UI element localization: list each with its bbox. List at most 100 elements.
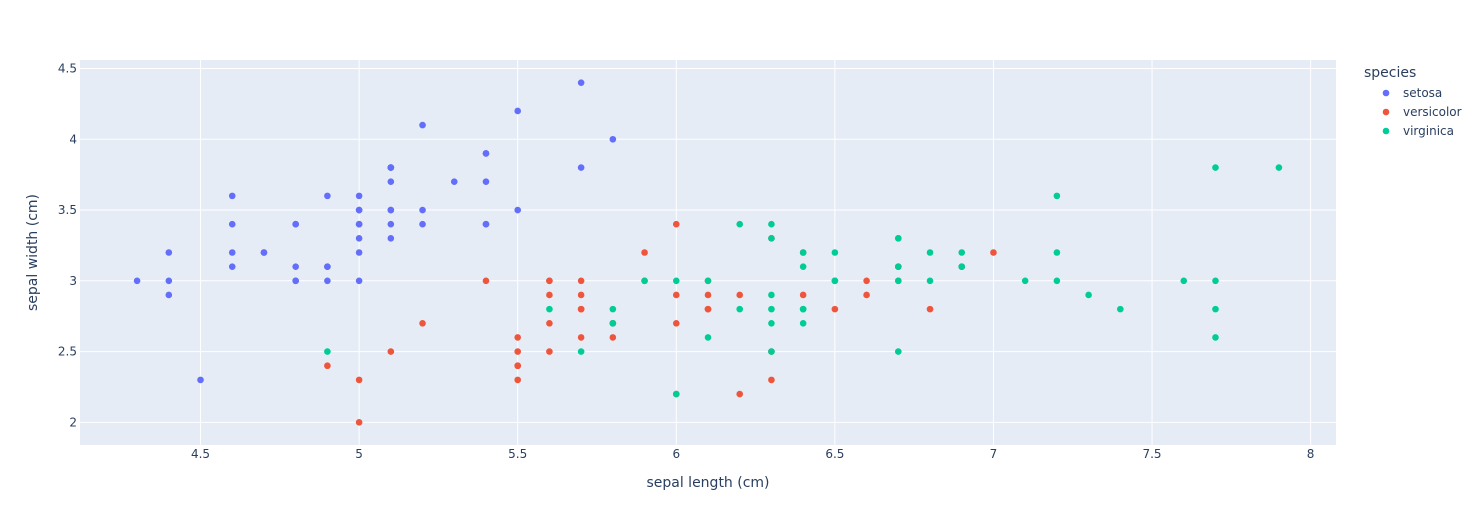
data-point-setosa bbox=[260, 249, 268, 256]
data-point-virginica bbox=[926, 277, 934, 285]
data-point-setosa bbox=[482, 220, 490, 228]
data-point-virginica bbox=[324, 348, 331, 355]
data-point-versicolor bbox=[704, 291, 712, 299]
data-point-versicolor bbox=[514, 348, 521, 355]
data-point-virginica bbox=[1053, 249, 1061, 256]
x-tick-label: 5 bbox=[355, 447, 363, 461]
data-point-setosa bbox=[609, 135, 617, 143]
x-tick-label: 6.5 bbox=[825, 447, 844, 461]
data-point-virginica bbox=[1212, 277, 1219, 285]
x-tick-label: 8 bbox=[1307, 447, 1315, 461]
data-point-setosa bbox=[577, 79, 585, 86]
data-point-versicolor bbox=[672, 319, 680, 327]
data-point-virginica bbox=[1085, 291, 1092, 299]
data-point-virginica bbox=[768, 235, 775, 242]
data-point-versicolor bbox=[577, 334, 585, 341]
legend-marker bbox=[1382, 89, 1390, 97]
data-point-versicolor bbox=[990, 249, 997, 256]
x-tick-label: 5.5 bbox=[508, 447, 527, 461]
data-point-versicolor bbox=[736, 291, 744, 299]
data-point-versicolor bbox=[546, 291, 553, 299]
data-point-virginica bbox=[1021, 277, 1029, 285]
legend-item-versicolor[interactable]: versicolor bbox=[1382, 105, 1462, 119]
data-point-setosa bbox=[387, 206, 395, 214]
data-point-versicolor bbox=[514, 376, 521, 384]
data-point-virginica bbox=[768, 319, 775, 327]
data-point-virginica bbox=[736, 220, 744, 228]
data-point-virginica bbox=[768, 348, 775, 355]
x-tick-label: 7.5 bbox=[1142, 447, 1161, 461]
data-point-virginica bbox=[768, 305, 775, 313]
data-point-virginica bbox=[831, 249, 839, 256]
series-setosa bbox=[133, 79, 617, 384]
data-point-virginica bbox=[546, 305, 553, 313]
data-point-setosa bbox=[387, 220, 395, 228]
data-point-setosa bbox=[419, 121, 426, 129]
data-point-virginica bbox=[1180, 277, 1188, 285]
y-tick-label: 2 bbox=[69, 415, 77, 429]
data-point-setosa bbox=[577, 164, 585, 171]
data-point-virginica bbox=[1275, 164, 1283, 171]
data-point-virginica bbox=[799, 305, 807, 313]
data-point-virginica bbox=[799, 319, 807, 327]
data-point-versicolor bbox=[419, 319, 426, 327]
data-point-versicolor bbox=[577, 277, 585, 285]
data-point-virginica bbox=[895, 235, 902, 242]
data-point-versicolor bbox=[672, 291, 680, 299]
data-point-virginica bbox=[1212, 164, 1219, 171]
legend-label: virginica bbox=[1403, 124, 1454, 138]
data-point-setosa bbox=[324, 263, 331, 270]
data-point-setosa bbox=[292, 277, 299, 285]
data-point-versicolor bbox=[863, 277, 870, 285]
data-point-setosa bbox=[514, 107, 521, 115]
data-point-virginica bbox=[641, 277, 648, 285]
x-tick-labels: 4.5 5 5.5 6 6.5 7 7.5 8 bbox=[191, 447, 1314, 461]
data-point-virginica bbox=[1212, 334, 1219, 341]
data-point-setosa bbox=[387, 235, 395, 242]
data-point-virginica bbox=[831, 277, 839, 285]
data-point-setosa bbox=[355, 249, 363, 256]
data-point-virginica bbox=[736, 305, 744, 313]
data-point-setosa bbox=[292, 220, 299, 228]
data-point-setosa bbox=[355, 277, 363, 285]
x-axis-title: sepal length (cm) bbox=[646, 475, 769, 491]
data-point-versicolor bbox=[672, 220, 680, 228]
data-point-virginica bbox=[1053, 277, 1061, 285]
data-point-setosa bbox=[228, 263, 236, 270]
data-point-setosa bbox=[165, 277, 173, 285]
data-point-virginica bbox=[704, 277, 712, 285]
data-point-virginica bbox=[958, 249, 966, 256]
legend[interactable]: species setosa versicolor virginica bbox=[1364, 65, 1462, 138]
legend-item-setosa[interactable]: setosa bbox=[1382, 86, 1443, 100]
data-point-versicolor bbox=[926, 305, 934, 313]
y-axis-title: sepal width (cm) bbox=[25, 194, 41, 311]
legend-marker bbox=[1382, 108, 1390, 116]
data-point-setosa bbox=[450, 178, 458, 186]
data-point-setosa bbox=[482, 178, 490, 186]
data-point-versicolor bbox=[831, 305, 839, 313]
data-point-setosa bbox=[387, 164, 395, 171]
data-point-setosa bbox=[324, 192, 331, 200]
data-point-versicolor bbox=[609, 334, 617, 341]
data-point-virginica bbox=[958, 263, 966, 270]
data-point-versicolor bbox=[641, 249, 648, 256]
legend-marker bbox=[1382, 127, 1390, 135]
data-point-versicolor bbox=[736, 390, 744, 398]
data-point-virginica bbox=[799, 263, 807, 270]
data-point-setosa bbox=[292, 263, 299, 270]
legend-label: versicolor bbox=[1403, 105, 1462, 119]
y-tick-label: 3.5 bbox=[58, 203, 77, 217]
y-tick-label: 3 bbox=[69, 274, 77, 288]
data-point-setosa bbox=[355, 220, 363, 228]
data-point-virginica bbox=[895, 263, 902, 270]
y-tick-label: 4 bbox=[69, 132, 77, 146]
data-point-virginica bbox=[1117, 305, 1124, 313]
data-point-versicolor bbox=[546, 319, 553, 327]
data-point-setosa bbox=[387, 178, 395, 186]
data-point-virginica bbox=[704, 334, 712, 341]
legend-item-virginica[interactable]: virginica bbox=[1382, 124, 1454, 138]
data-points bbox=[133, 79, 1283, 426]
data-point-setosa bbox=[355, 235, 363, 242]
data-point-setosa bbox=[165, 249, 173, 256]
